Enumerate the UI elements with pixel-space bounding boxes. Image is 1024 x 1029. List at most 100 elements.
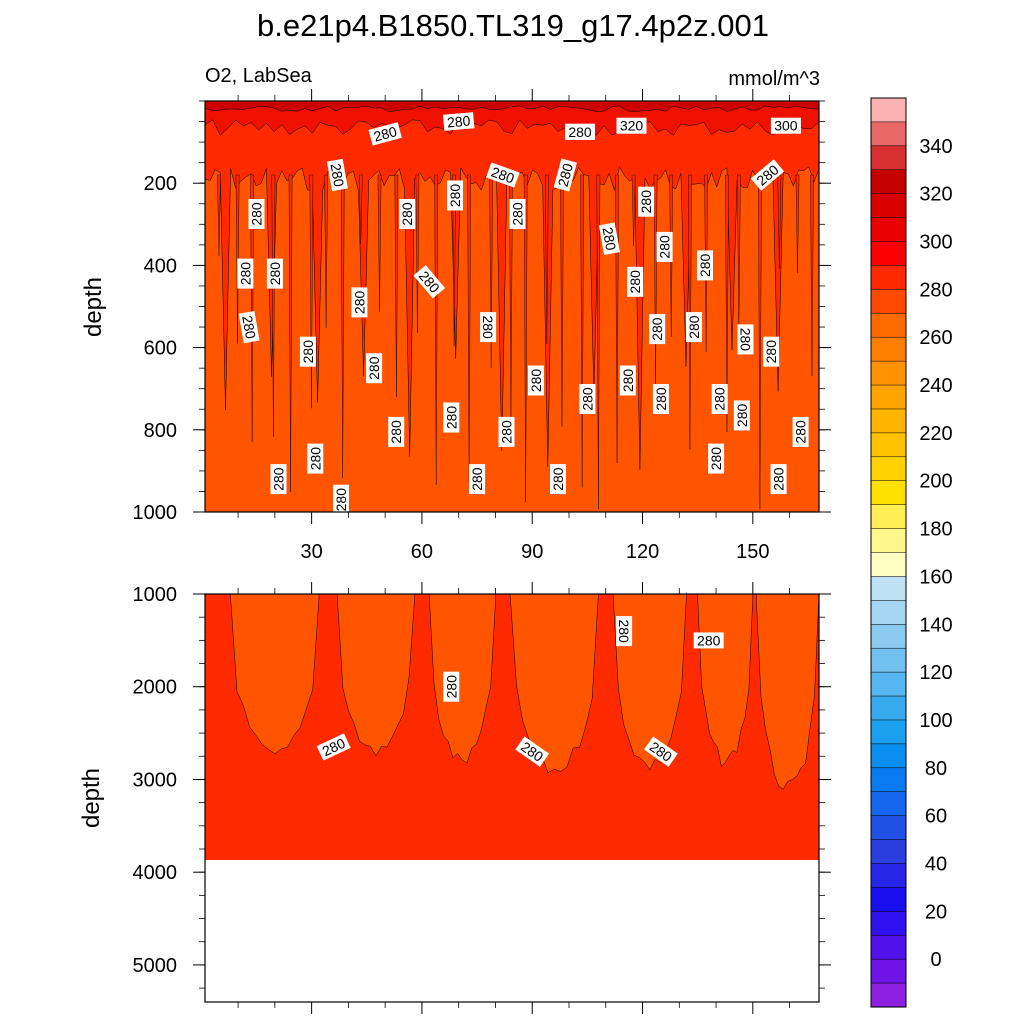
contour-spike <box>358 174 363 244</box>
contour-spike <box>725 174 729 432</box>
top-panel: 3003203003203002802802802802802802802802… <box>133 89 831 563</box>
contour-label: 280 <box>480 312 497 343</box>
contour-label-text: 280 <box>627 270 643 294</box>
contour-label-text: 280 <box>239 314 259 340</box>
contour-label-text: 280 <box>550 467 566 491</box>
contour-label-text: 280 <box>447 184 463 208</box>
colorbar-swatch <box>870 767 907 793</box>
contour-label-text: 280 <box>489 163 517 186</box>
contour-label: 280 <box>711 384 728 414</box>
x-tick-label: 150 <box>736 541 769 563</box>
contour-label-text: 280 <box>307 447 323 471</box>
contour-spike <box>217 174 221 256</box>
contour-spike <box>324 174 328 328</box>
colorbar-swatch <box>870 265 907 290</box>
y-tick-label: 5000 <box>133 955 178 977</box>
contour-label: 280 <box>652 384 669 414</box>
contour-label-text: 280 <box>793 420 809 444</box>
chart-title: b.e21p4.B1850.TL319_g17.4p2z.001 <box>257 8 769 43</box>
colorbar-swatch <box>870 193 907 219</box>
colorbar-label: 60 <box>925 806 947 828</box>
contour-label: 280 <box>708 443 725 474</box>
colorbar-swatch <box>870 504 907 530</box>
contour-label-box <box>693 632 724 649</box>
colorbar-swatch <box>870 169 907 195</box>
contour-label-box <box>469 464 486 495</box>
colorbar: 3403203002802602402202001801601401201008… <box>870 97 953 1008</box>
contour-label: 280 <box>686 312 702 343</box>
contour-label-box <box>627 266 644 297</box>
fill-plume-270-280 <box>756 593 820 790</box>
colorbar-swatch <box>870 647 907 673</box>
contour-label-box <box>238 310 260 344</box>
contour-label-box <box>616 117 647 134</box>
contour-label-text: 280 <box>469 467 485 491</box>
colorbar-label: 140 <box>919 614 952 636</box>
contour-label-text: 280 <box>446 112 471 130</box>
contour-label-box <box>579 384 596 414</box>
contour-label-box <box>351 287 368 318</box>
contour-label-box <box>399 199 416 229</box>
contour-label: 280 <box>266 258 283 289</box>
contour-label: 280 <box>638 186 655 217</box>
colorbar-swatch <box>870 552 907 577</box>
contour-label-text: 280 <box>649 317 665 341</box>
contour-label-text: 280 <box>620 369 636 393</box>
contour-label-box <box>770 464 787 495</box>
contour-label-box <box>333 484 349 515</box>
colorbar-swatch <box>870 839 907 865</box>
contour-label-text: 280 <box>267 262 283 286</box>
contour-label: 280 <box>388 416 405 447</box>
contour-label-box <box>388 416 405 447</box>
colorbar-swatch <box>870 958 907 984</box>
colorbar-swatch <box>870 911 907 936</box>
colorbar-swatch <box>870 743 907 769</box>
contour-label-text: 280 <box>657 235 673 259</box>
y-tick-label: 400 <box>144 255 177 277</box>
contour-label-text: 280 <box>499 420 515 444</box>
colorbar-swatch <box>870 384 907 410</box>
contour-label-box <box>598 222 620 255</box>
contour-label: 280 <box>619 365 636 396</box>
contour-label-box <box>616 616 633 647</box>
contour-label: 280 <box>270 464 287 495</box>
contour-label: 300 <box>770 117 801 134</box>
colorbar-label: 0 <box>930 949 941 971</box>
contour-spike <box>653 174 658 384</box>
colorbar-swatch <box>870 671 907 697</box>
contour-label: 280 <box>238 310 260 344</box>
contour-label-box <box>485 162 520 188</box>
contour-label: 280 <box>333 484 349 515</box>
contour-label: 280 <box>770 464 787 495</box>
x-tick-label: 90 <box>521 541 543 563</box>
colorbar-swatch <box>870 887 907 912</box>
contour-label-text: 280 <box>327 162 347 188</box>
colorbar-swatch <box>870 121 907 147</box>
units-label: mmol/m^3 <box>728 68 820 90</box>
contour-label-text: 280 <box>510 202 526 226</box>
contour-label-box <box>509 199 526 229</box>
contour-label-box <box>733 400 750 431</box>
contour-label: 280 <box>248 199 265 229</box>
contour-label-text: 280 <box>708 447 724 471</box>
colorbar-label: 300 <box>919 232 952 254</box>
contour-label-box <box>638 186 655 217</box>
contour-label-text: 280 <box>734 404 750 428</box>
contour-label: 280 <box>316 733 351 761</box>
colorbar-label: 40 <box>925 854 947 876</box>
contour-label-text: 280 <box>388 420 404 444</box>
contour-label-box <box>527 365 544 396</box>
contour-label-box <box>763 336 780 367</box>
colorbar-swatch <box>870 791 907 817</box>
contour-label-text: 280 <box>579 387 595 411</box>
fill-plume-270-280 <box>337 593 415 757</box>
contour-label-box <box>649 314 666 345</box>
contour-label-box <box>447 180 463 211</box>
contour-label: 280 <box>509 199 526 229</box>
contour-label-text: 280 <box>249 202 265 226</box>
colorbar-swatch <box>870 217 907 243</box>
contour-label-text: 300 <box>774 118 798 134</box>
contour-label-box <box>770 117 801 134</box>
colorbar-label: 220 <box>919 423 952 445</box>
